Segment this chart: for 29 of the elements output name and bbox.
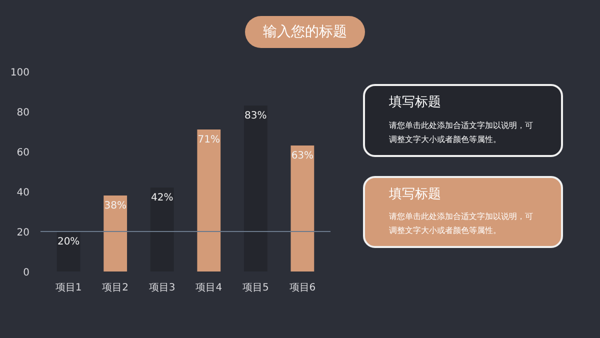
data-label: 42% (151, 192, 174, 204)
data-label: 63% (291, 150, 314, 162)
y-tick-label: 20 (16, 228, 30, 238)
x-tick-label: 项目4 (196, 282, 222, 294)
bar (56, 232, 80, 272)
chart-title: 输入您的标题 (263, 23, 347, 42)
text: 填写标题 (389, 186, 442, 204)
bar (150, 188, 174, 272)
x-tick-label: 项目6 (289, 282, 316, 294)
text: 请您单击此处添加合适文字加以说明，可调整文字大小或者颜色等属性。 (389, 120, 534, 146)
y-tick-label: 40 (16, 188, 30, 198)
data-label: 83% (244, 110, 267, 122)
data-label: 71% (198, 134, 220, 146)
x-tick-label: 项目1 (55, 282, 82, 294)
bar (197, 130, 221, 272)
x-tick-label: 项目3 (148, 282, 176, 294)
text: 请您单击此处添加合适文字加以说明，可调整文字大小或者颜色等属性。 (389, 211, 534, 238)
y-tick-label: 100 (10, 68, 30, 78)
bar (290, 146, 314, 272)
data-label: 20% (57, 236, 80, 248)
y-tick-label: 0 (23, 268, 30, 278)
text: 填写标题 (389, 94, 442, 112)
y-tick-label: 60 (16, 148, 30, 158)
x-tick-label: 项目5 (242, 282, 269, 294)
x-tick-label: 项目2 (102, 282, 129, 294)
y-tick-label: 80 (16, 108, 30, 118)
bar (104, 196, 128, 272)
bar (244, 106, 268, 272)
data-label: 38% (104, 200, 126, 212)
